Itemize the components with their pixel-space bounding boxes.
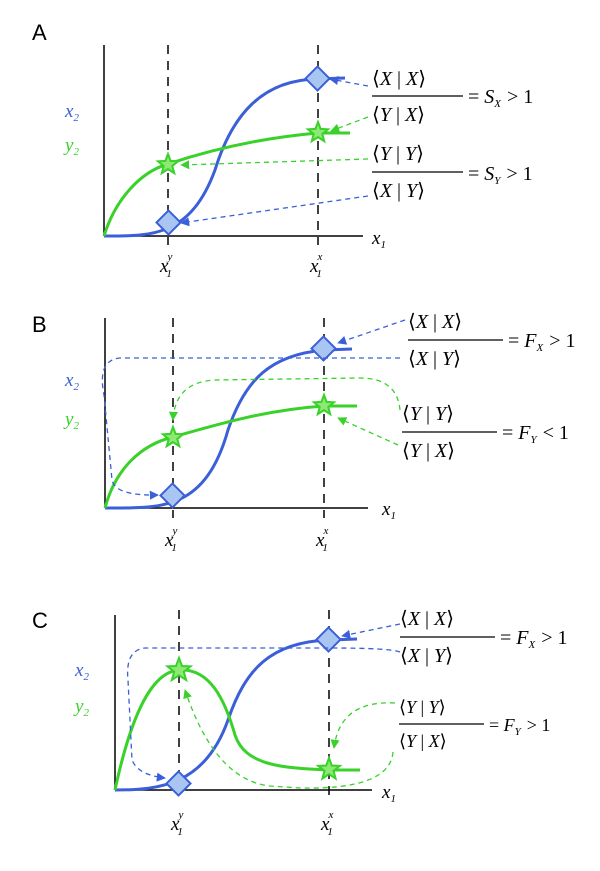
svg-text:= FY< 1: = FY < 1 — [502, 422, 569, 446]
tick-label-x1x: xx 1 — [320, 809, 333, 838]
panel-b: B x2 y2 x1 xy 1 xx 1 ⟨X | X⟩ ⟨X | Y⟩ = FX >… — [32, 311, 576, 554]
svg-text:= FX> 1: = FX > 1 — [500, 627, 568, 651]
arrow-blue — [101, 357, 400, 500]
arrow-green — [337, 417, 399, 446]
svg-text:⟨Y | X⟩: ⟨Y | X⟩ — [402, 440, 455, 462]
arrow-green — [168, 377, 401, 421]
panel-label: A — [32, 20, 47, 45]
svg-text:= SY> 1: = SY > 1 — [468, 163, 533, 187]
arrow-green — [330, 116, 369, 133]
y-label-green: y2 — [63, 409, 79, 432]
svg-text:⟨Y | X⟩: ⟨Y | X⟩ — [372, 104, 425, 126]
diamond-marker — [304, 65, 331, 92]
svg-text:⟨Y | Y⟩: ⟨Y | Y⟩ — [402, 403, 454, 425]
svg-text:⟨X | Y⟩: ⟨X | Y⟩ — [372, 180, 425, 202]
star-marker — [311, 392, 337, 417]
tick-label-x1x: xx 1 — [309, 251, 322, 280]
arrow-blue — [180, 195, 369, 227]
x-axis-label: x1 — [381, 782, 396, 805]
tick-label-x1y: xy 1 — [164, 525, 177, 554]
diamond-marker — [315, 626, 342, 653]
arrow-blue — [337, 319, 406, 345]
arrow-green — [330, 702, 396, 749]
svg-text:= FX> 1: = FX > 1 — [508, 330, 576, 354]
arrow-blue — [329, 76, 369, 87]
panel-label: C — [32, 608, 48, 633]
green-curve — [113, 668, 360, 791]
equation-2: ⟨Y | Y⟩ ⟨X | Y⟩ = SY > 1 — [372, 143, 533, 202]
y-label-blue: x2 — [64, 101, 79, 124]
svg-text:⟨X | X⟩: ⟨X | X⟩ — [408, 311, 462, 333]
diamond-marker — [165, 770, 192, 797]
green-curve — [103, 404, 357, 509]
svg-text:⟨X | Y⟩: ⟨X | Y⟩ — [408, 348, 461, 370]
star-marker — [155, 151, 181, 176]
svg-text:⟨Y | Y⟩: ⟨Y | Y⟩ — [372, 143, 424, 165]
equation-1: ⟨X | X⟩ ⟨X | Y⟩ = FX > 1 — [408, 311, 576, 370]
star-marker — [160, 424, 186, 449]
green-curve — [102, 131, 350, 237]
x-axis-label: x1 — [381, 499, 396, 522]
diamond-marker — [310, 335, 337, 362]
equation-2: ⟨Y | Y⟩ ⟨Y | X⟩ = FY > 1 — [399, 697, 550, 751]
x-axis-label: x1 — [371, 228, 386, 251]
y-label-blue: x2 — [64, 370, 79, 393]
blue-curve — [103, 76, 346, 238]
panel-label: B — [32, 312, 47, 337]
star-marker — [164, 655, 194, 683]
arrow-blue — [341, 623, 401, 639]
arrow-green — [180, 158, 369, 170]
star-marker — [315, 755, 343, 781]
y-label-blue: x2 — [74, 660, 89, 683]
svg-text:= SX> 1: = SX > 1 — [468, 86, 533, 110]
equation-1: ⟨X | X⟩ ⟨X | Y⟩ = FX > 1 — [400, 608, 568, 667]
svg-text:⟨Y | X⟩: ⟨Y | X⟩ — [399, 731, 447, 751]
diamond-marker — [159, 482, 186, 509]
blue-curve — [114, 637, 358, 792]
panel-c: C x2 y2 x1 xy 1 xx 1 ⟨X | X⟩ ⟨X | Y⟩ = FX >… — [32, 608, 568, 838]
axes — [103, 45, 363, 237]
svg-text:⟨Y | Y⟩: ⟨Y | Y⟩ — [399, 697, 446, 717]
svg-text:⟨X | X⟩: ⟨X | X⟩ — [372, 68, 426, 90]
svg-text:⟨X | Y⟩: ⟨X | Y⟩ — [400, 645, 453, 667]
y-label-green: y2 — [73, 696, 89, 719]
panel-a: A x2 y2 x1 xy 1 xx 1 ⟨X | X⟩ ⟨Y | X⟩ = SX >… — [32, 20, 533, 280]
svg-text:⟨X | X⟩: ⟨X | X⟩ — [400, 608, 454, 630]
y-label-green: y2 — [63, 135, 79, 158]
equation-2: ⟨Y | Y⟩ ⟨Y | X⟩ = FY < 1 — [402, 403, 569, 462]
arrow-green — [183, 689, 394, 789]
equation-1: ⟨X | X⟩ ⟨Y | X⟩ = SX > 1 — [372, 68, 533, 126]
tick-label-x1y: xy 1 — [170, 809, 183, 838]
blue-curve — [104, 347, 353, 510]
tick-label-x1x: xx 1 — [315, 525, 328, 554]
tick-label-x1y: xy 1 — [159, 251, 172, 280]
svg-text:= FY> 1: = FY > 1 — [489, 715, 550, 738]
diamond-marker — [155, 209, 182, 236]
star-marker — [305, 119, 331, 144]
arrow-blue — [126, 647, 401, 782]
